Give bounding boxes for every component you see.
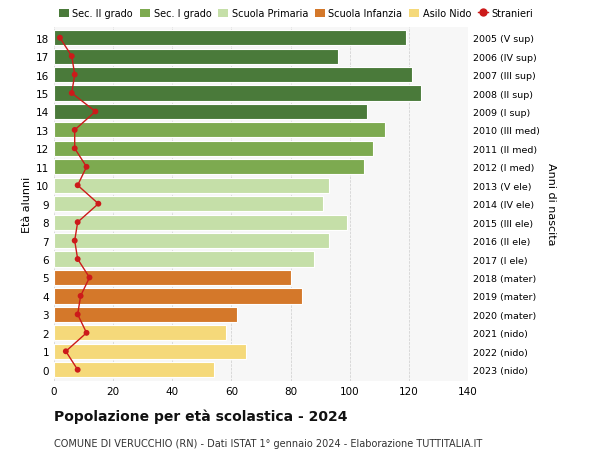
Point — [82, 164, 91, 171]
Y-axis label: Età alunni: Età alunni — [22, 176, 32, 232]
Bar — [54, 105, 367, 120]
Point — [70, 72, 79, 79]
Point — [73, 256, 82, 263]
Bar — [54, 289, 302, 304]
Point — [73, 219, 82, 226]
Bar — [54, 141, 373, 157]
Point — [91, 108, 100, 116]
Point — [76, 293, 85, 300]
Y-axis label: Anni di nascita: Anni di nascita — [547, 163, 556, 246]
Point — [70, 146, 79, 153]
Legend: Sec. II grado, Sec. I grado, Scuola Primaria, Scuola Infanzia, Asilo Nido, Stran: Sec. II grado, Sec. I grado, Scuola Prim… — [59, 9, 533, 19]
Bar — [54, 252, 314, 267]
Point — [82, 330, 91, 337]
Bar — [54, 362, 214, 377]
Point — [94, 201, 103, 208]
Bar — [54, 68, 412, 83]
Point — [73, 366, 82, 374]
Bar — [54, 160, 364, 175]
Point — [73, 311, 82, 319]
Bar — [54, 86, 421, 101]
Point — [67, 53, 77, 61]
Bar — [54, 270, 290, 285]
Point — [67, 90, 77, 97]
Bar — [54, 50, 338, 65]
Point — [55, 35, 65, 42]
Bar — [54, 307, 238, 322]
Text: Popolazione per età scolastica - 2024: Popolazione per età scolastica - 2024 — [54, 409, 347, 423]
Point — [70, 127, 79, 134]
Bar — [54, 234, 329, 249]
Text: COMUNE DI VERUCCHIO (RN) - Dati ISTAT 1° gennaio 2024 - Elaborazione TUTTITALIA.: COMUNE DI VERUCCHIO (RN) - Dati ISTAT 1°… — [54, 438, 482, 448]
Bar — [54, 344, 246, 359]
Bar — [54, 178, 329, 193]
Point — [73, 182, 82, 190]
Bar — [54, 31, 406, 46]
Bar — [54, 197, 323, 212]
Point — [85, 274, 94, 281]
Point — [61, 348, 71, 355]
Point — [70, 237, 79, 245]
Bar — [54, 215, 347, 230]
Bar — [54, 123, 385, 138]
Bar — [54, 325, 226, 341]
